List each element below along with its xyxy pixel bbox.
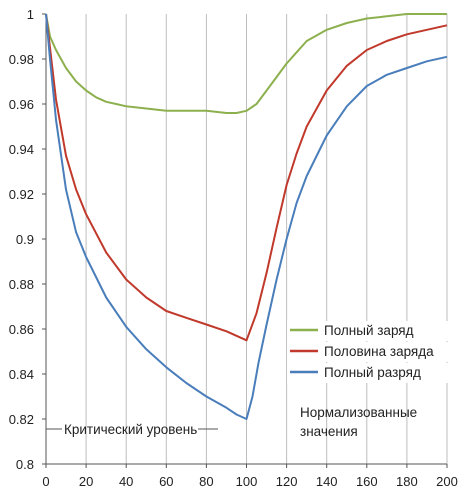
- series-line-2: [45, 13, 448, 342]
- annotations: Критический уровень Нормализованные значен…: [46, 405, 417, 439]
- x-tick-label-60: 60: [159, 474, 173, 489]
- x-tick-label-200: 200: [436, 474, 458, 489]
- series-line-1: [45, 13, 447, 114]
- y-tick-label-0.96: 0.96: [9, 97, 34, 112]
- legend-bg-2: [287, 342, 463, 362]
- x-tick-label-40: 40: [119, 474, 133, 489]
- x-tick-label-160: 160: [356, 474, 378, 489]
- y-tick-label-0.84: 0.84: [9, 367, 34, 382]
- y-tick-label-0.98: 0.98: [9, 52, 34, 67]
- legend-bg-1: [287, 321, 463, 341]
- x-tick-label-120: 120: [276, 474, 298, 489]
- x-tick-label-140: 140: [316, 474, 338, 489]
- critical-level-label: Критический уровень: [64, 422, 197, 437]
- x-tick-label-80: 80: [199, 474, 213, 489]
- normalized-values-caption: Нормализованные значения: [300, 405, 417, 439]
- x-tick-label-20: 20: [79, 474, 93, 489]
- x-tick-label-100: 100: [236, 474, 258, 489]
- y-tick-label-0.9: 0.9: [16, 232, 34, 247]
- legend-label-2: Половина заряда: [324, 344, 434, 359]
- x-tick-label-0: 0: [42, 474, 49, 489]
- y-axis: 0.8 0.82 0.84 0.86 0.88 0.9 0.92 0.94 0.96 0.98 1: [9, 7, 46, 472]
- y-tick-label-0.8: 0.8: [16, 457, 34, 472]
- x-axis: 0 20 40 60 80 100 120 140 160 180 200: [42, 464, 458, 489]
- legend-label-3: Полный разряд: [324, 365, 421, 380]
- y-tick-label-1: 1: [27, 7, 34, 22]
- legend-bg-3: [287, 363, 463, 383]
- y-tick-label-0.88: 0.88: [9, 277, 34, 292]
- grid: [85, 14, 448, 464]
- x-tick-label-180: 180: [396, 474, 418, 489]
- y-tick-label-0.82: 0.82: [9, 412, 34, 427]
- y-tick-label-0.92: 0.92: [9, 187, 34, 202]
- plot-series: [45, 13, 448, 420]
- legend: Полный заряд Половина заряда Полный разряд: [287, 321, 463, 383]
- legend-label-1: Полный заряд: [324, 323, 414, 338]
- y-tick-label-0.86: 0.86: [9, 322, 34, 337]
- y-tick-label-0.94: 0.94: [9, 142, 34, 157]
- series-line-3: [45, 13, 448, 420]
